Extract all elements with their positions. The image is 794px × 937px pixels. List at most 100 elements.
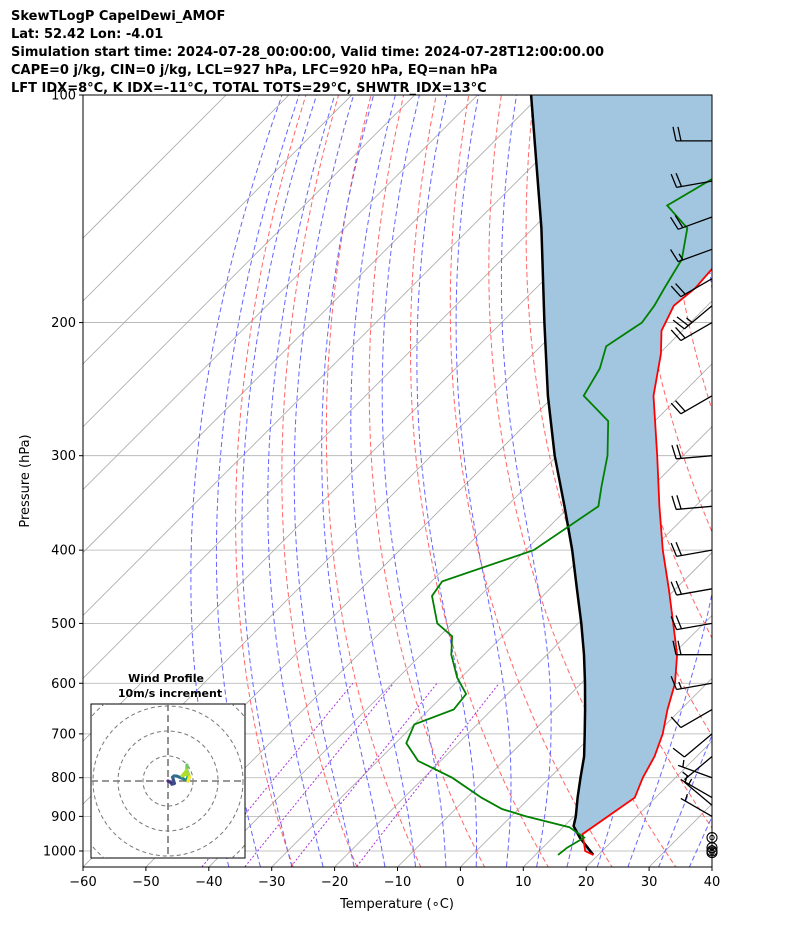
barb-full bbox=[670, 216, 679, 230]
moist-adiabat bbox=[658, 733, 712, 867]
barb-half bbox=[686, 317, 693, 323]
barb-full bbox=[670, 542, 678, 557]
barb-shaft bbox=[676, 622, 713, 631]
barb-full bbox=[670, 402, 682, 415]
barb-full bbox=[670, 616, 678, 630]
barb-full bbox=[675, 580, 683, 595]
barb-shaft bbox=[684, 305, 713, 330]
barb-shaft bbox=[680, 708, 713, 729]
x-tick-label: −20 bbox=[321, 875, 348, 890]
x-axis-label: Temperature (∘C) bbox=[339, 897, 454, 912]
isotherm bbox=[83, 95, 604, 616]
moist-adiabat bbox=[190, 95, 283, 867]
barb-shaft bbox=[676, 549, 713, 558]
wind-barb bbox=[680, 793, 713, 817]
moist-adiabat bbox=[627, 95, 712, 867]
isotherm bbox=[396, 551, 712, 867]
hodograph-title: Wind Profile bbox=[128, 672, 204, 685]
moist-adiabat bbox=[500, 95, 552, 867]
wind-barb bbox=[670, 615, 713, 631]
barb-shaft bbox=[680, 322, 713, 342]
barb-shaft bbox=[684, 781, 713, 806]
barb-shaft bbox=[676, 455, 713, 460]
isotherm bbox=[83, 95, 227, 239]
barb-full bbox=[672, 640, 677, 655]
barb-full bbox=[670, 173, 678, 188]
isotherm bbox=[83, 95, 542, 554]
dry-adiabat bbox=[488, 95, 677, 867]
dry-adiabat bbox=[368, 95, 486, 867]
x-tick-label: −60 bbox=[69, 875, 96, 890]
isotherm bbox=[145, 300, 712, 867]
isotherm bbox=[334, 489, 712, 867]
dry-adiabat bbox=[449, 95, 613, 867]
barb-full bbox=[675, 400, 686, 412]
barb-full bbox=[672, 319, 685, 330]
barb-shaft bbox=[680, 278, 713, 298]
wind-barb bbox=[670, 215, 713, 230]
wind-barb bbox=[682, 756, 713, 781]
barb-full bbox=[675, 283, 686, 295]
isotherm bbox=[760, 60, 794, 882]
barb-full bbox=[675, 615, 683, 630]
barb-full bbox=[670, 329, 682, 342]
dry-adiabat bbox=[759, 60, 794, 882]
isotherm bbox=[83, 95, 290, 302]
barb-full bbox=[677, 640, 682, 655]
barb-full bbox=[677, 126, 682, 142]
moist-adiabat bbox=[713, 95, 794, 882]
wind-barb bbox=[672, 733, 713, 758]
dewpoint-profile bbox=[405, 178, 712, 856]
moist-adiabat bbox=[241, 95, 318, 867]
moist-adiabat bbox=[688, 815, 712, 867]
x-tick-label: −30 bbox=[258, 875, 285, 890]
cape-shading bbox=[531, 95, 712, 855]
barb-shaft bbox=[677, 248, 713, 263]
wind-barb bbox=[684, 778, 713, 806]
wind-barb bbox=[671, 444, 713, 460]
wind-barb bbox=[670, 708, 713, 729]
barb-full bbox=[676, 495, 682, 510]
isotherm bbox=[83, 95, 353, 365]
x-tick-label: 20 bbox=[578, 875, 595, 890]
barb-full bbox=[670, 285, 682, 298]
x-tick-label: −50 bbox=[132, 875, 159, 890]
parcel-profile bbox=[529, 95, 595, 856]
y-tick-label: 400 bbox=[51, 544, 76, 559]
barb-full bbox=[672, 126, 677, 142]
y-tick-label: 900 bbox=[51, 810, 76, 825]
mixing-ratio-line bbox=[244, 682, 394, 867]
barb-shaft bbox=[676, 180, 713, 189]
barb-half bbox=[678, 253, 684, 261]
wind-barb bbox=[670, 676, 713, 691]
isotherm bbox=[271, 426, 712, 867]
wind-barb bbox=[670, 322, 713, 342]
y-tick-label: 500 bbox=[51, 617, 76, 632]
moist-adiabat bbox=[455, 95, 512, 867]
x-tick-label: 10 bbox=[515, 875, 532, 890]
moist-adiabat bbox=[381, 95, 447, 867]
wind-barb bbox=[672, 640, 712, 656]
hodograph-content bbox=[91, 704, 245, 858]
index-line: LFT IDX=8°C, K IDX=-11°C, TOTAL TOTS=29°… bbox=[11, 81, 487, 96]
y-tick-label: 200 bbox=[51, 316, 76, 331]
dry-adiabat bbox=[410, 95, 549, 867]
wind-barb bbox=[670, 173, 713, 189]
barb-half bbox=[684, 793, 688, 802]
wind-barb bbox=[672, 126, 712, 142]
moist-adiabat bbox=[267, 95, 336, 867]
x-tick-label: −10 bbox=[384, 875, 411, 890]
wind-barb bbox=[670, 395, 713, 415]
wind-barb bbox=[670, 248, 713, 263]
moist-adiabat bbox=[215, 95, 300, 867]
barb-shaft bbox=[680, 797, 713, 817]
dry-adiabat bbox=[235, 95, 307, 867]
y-axis-label: Pressure (hPa) bbox=[18, 434, 33, 527]
mixing-ratio-line bbox=[289, 682, 438, 867]
dry-adiabat bbox=[728, 60, 794, 882]
dry-adiabat bbox=[325, 95, 422, 867]
isotherm bbox=[83, 95, 416, 428]
profile-lines bbox=[405, 95, 712, 856]
barb-full bbox=[674, 215, 684, 228]
y-tick-label: 800 bbox=[51, 771, 76, 786]
